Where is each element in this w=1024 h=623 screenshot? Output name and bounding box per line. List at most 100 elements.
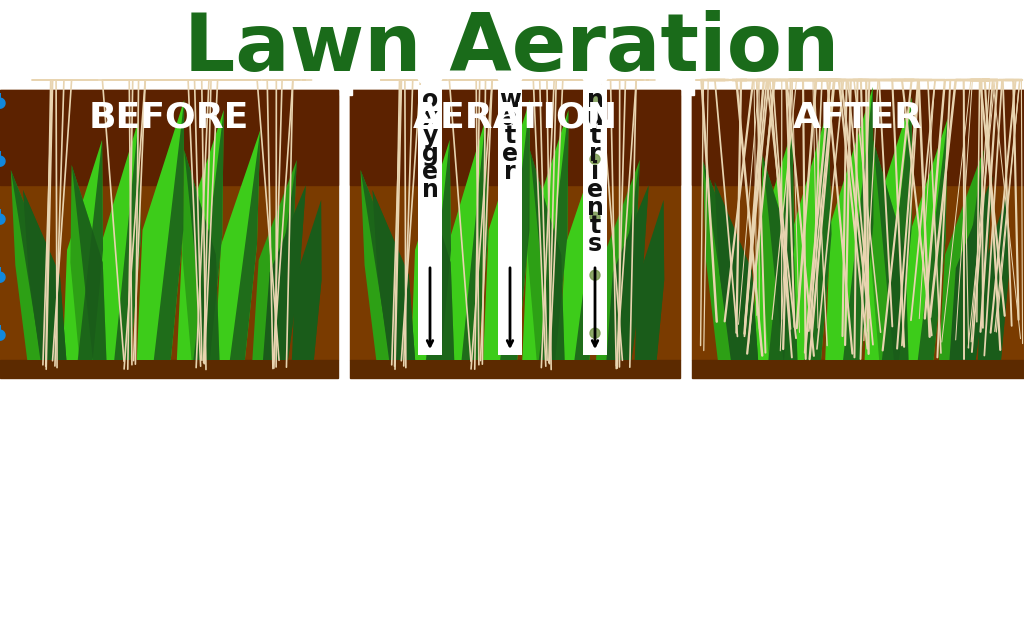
Polygon shape [62, 140, 103, 360]
Polygon shape [177, 110, 224, 360]
Polygon shape [360, 170, 404, 360]
Text: o: o [422, 88, 438, 112]
Circle shape [590, 155, 600, 164]
Bar [418, 85, 442, 355]
Polygon shape [596, 160, 640, 360]
Polygon shape [646, 200, 665, 360]
Polygon shape [804, 108, 831, 360]
Bar [350, 90, 680, 184]
Circle shape [590, 328, 600, 338]
Polygon shape [78, 140, 103, 360]
Polygon shape [23, 190, 67, 360]
Polygon shape [182, 150, 219, 360]
Text: e: e [587, 178, 603, 202]
Ellipse shape [418, 69, 442, 85]
Polygon shape [373, 190, 415, 360]
Polygon shape [11, 170, 55, 360]
Polygon shape [953, 150, 983, 360]
Polygon shape [194, 110, 224, 360]
Polygon shape [72, 165, 106, 360]
Polygon shape [610, 160, 640, 360]
Polygon shape [574, 130, 604, 360]
Polygon shape [0, 93, 5, 108]
Text: BEFORE: BEFORE [89, 101, 249, 135]
Polygon shape [989, 192, 1009, 360]
Polygon shape [263, 185, 306, 360]
Ellipse shape [583, 69, 607, 85]
Polygon shape [872, 140, 908, 360]
Polygon shape [500, 100, 529, 360]
Polygon shape [864, 98, 911, 360]
Polygon shape [825, 87, 873, 360]
Polygon shape [763, 155, 798, 360]
Polygon shape [137, 100, 184, 360]
Polygon shape [23, 190, 67, 360]
Bar [340, 0, 352, 95]
Polygon shape [787, 108, 831, 360]
Polygon shape [115, 120, 140, 360]
Polygon shape [275, 185, 306, 360]
Polygon shape [760, 155, 798, 360]
Polygon shape [360, 170, 404, 360]
Text: s: s [588, 232, 602, 256]
Text: u: u [587, 106, 603, 130]
Bar [0, 360, 338, 378]
Polygon shape [426, 140, 451, 360]
Polygon shape [215, 130, 260, 360]
Polygon shape [618, 185, 648, 360]
Polygon shape [559, 130, 604, 360]
Polygon shape [419, 165, 455, 360]
Text: y: y [422, 124, 437, 148]
Text: AERATION: AERATION [413, 101, 617, 135]
Polygon shape [870, 140, 908, 360]
Bar [692, 90, 1024, 360]
Polygon shape [702, 161, 748, 360]
Polygon shape [522, 110, 568, 360]
Text: Lawn Aeration: Lawn Aeration [184, 10, 840, 88]
Bar [498, 85, 522, 355]
Bar [350, 90, 680, 360]
Polygon shape [527, 150, 564, 360]
Polygon shape [753, 129, 795, 360]
Polygon shape [71, 165, 106, 360]
Polygon shape [606, 185, 648, 360]
Polygon shape [949, 176, 992, 360]
Bar [350, 360, 680, 378]
Polygon shape [902, 118, 947, 360]
Text: n: n [422, 178, 438, 202]
Bar [0, 90, 338, 184]
Ellipse shape [498, 69, 522, 85]
Polygon shape [843, 87, 873, 360]
Bar [0, 90, 338, 360]
Text: g: g [422, 142, 438, 166]
Polygon shape [292, 200, 322, 360]
Circle shape [590, 270, 600, 280]
Polygon shape [420, 165, 455, 360]
Text: i: i [591, 160, 599, 184]
Polygon shape [0, 325, 5, 340]
Polygon shape [411, 140, 451, 360]
Polygon shape [184, 150, 219, 360]
Polygon shape [715, 181, 758, 360]
Polygon shape [882, 98, 911, 360]
Polygon shape [445, 120, 487, 360]
Polygon shape [0, 151, 5, 166]
Polygon shape [978, 192, 1009, 360]
Text: e: e [422, 160, 438, 184]
Bar [692, 360, 1024, 378]
Polygon shape [373, 190, 415, 360]
Polygon shape [98, 120, 140, 360]
Bar [682, 0, 694, 95]
Polygon shape [303, 200, 322, 360]
Polygon shape [0, 209, 5, 224]
Polygon shape [702, 161, 748, 360]
Text: r: r [504, 160, 516, 184]
Polygon shape [266, 160, 297, 360]
Polygon shape [715, 181, 758, 360]
Text: AFTER: AFTER [793, 101, 923, 135]
Circle shape [590, 212, 600, 222]
Polygon shape [462, 120, 487, 360]
Text: t: t [505, 124, 516, 148]
Text: x: x [422, 106, 437, 130]
Polygon shape [768, 129, 795, 360]
